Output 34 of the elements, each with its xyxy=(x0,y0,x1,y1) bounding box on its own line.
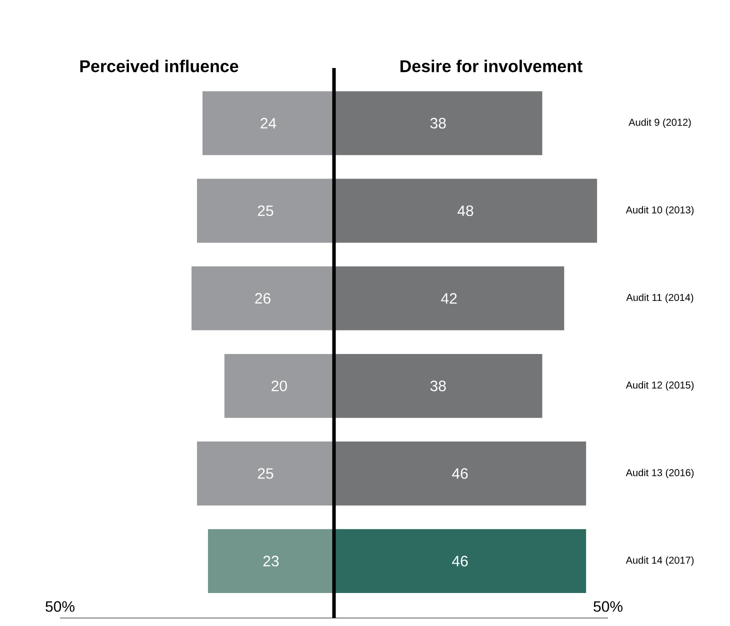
data-label: 46 xyxy=(452,468,468,479)
bar xyxy=(334,91,542,156)
data-label: 24 xyxy=(260,118,276,128)
y-tick-label: Audit 10 (2013) xyxy=(626,206,694,216)
bar xyxy=(334,178,598,243)
y-tick-label: Audit 11 (2014) xyxy=(626,294,694,303)
data-label: 38 xyxy=(430,118,446,128)
data-label: 38 xyxy=(430,380,446,392)
bar xyxy=(197,178,334,243)
bar xyxy=(192,266,334,330)
series-label: Perceived influence xyxy=(80,60,238,72)
data-label: 46 xyxy=(452,556,468,566)
series-label: Desire for involvement xyxy=(400,60,582,72)
data-label: 48 xyxy=(458,205,474,216)
y-tick-label: Audit 14 (2017) xyxy=(626,556,694,566)
y-tick-label: Audit 13 (2016) xyxy=(626,468,694,478)
bar xyxy=(334,529,586,594)
data-label: 25 xyxy=(258,205,274,216)
bar xyxy=(334,442,586,506)
data-label: 26 xyxy=(255,293,270,304)
bar xyxy=(334,266,564,330)
data-label: 25 xyxy=(258,468,274,479)
bar xyxy=(197,442,334,506)
y-tick-label: Audit 9 (2012) xyxy=(628,118,691,128)
data-label: 42 xyxy=(441,293,457,304)
x-tick-label: 50% xyxy=(594,601,622,612)
bar xyxy=(334,354,542,418)
bar xyxy=(202,91,334,156)
data-label: 23 xyxy=(263,556,279,566)
bar xyxy=(224,354,334,418)
y-tick-label: Audit 12 (2015) xyxy=(626,381,694,391)
data-label: 20 xyxy=(272,380,287,392)
bar xyxy=(208,529,334,594)
x-tick-label: 50% xyxy=(46,601,74,612)
